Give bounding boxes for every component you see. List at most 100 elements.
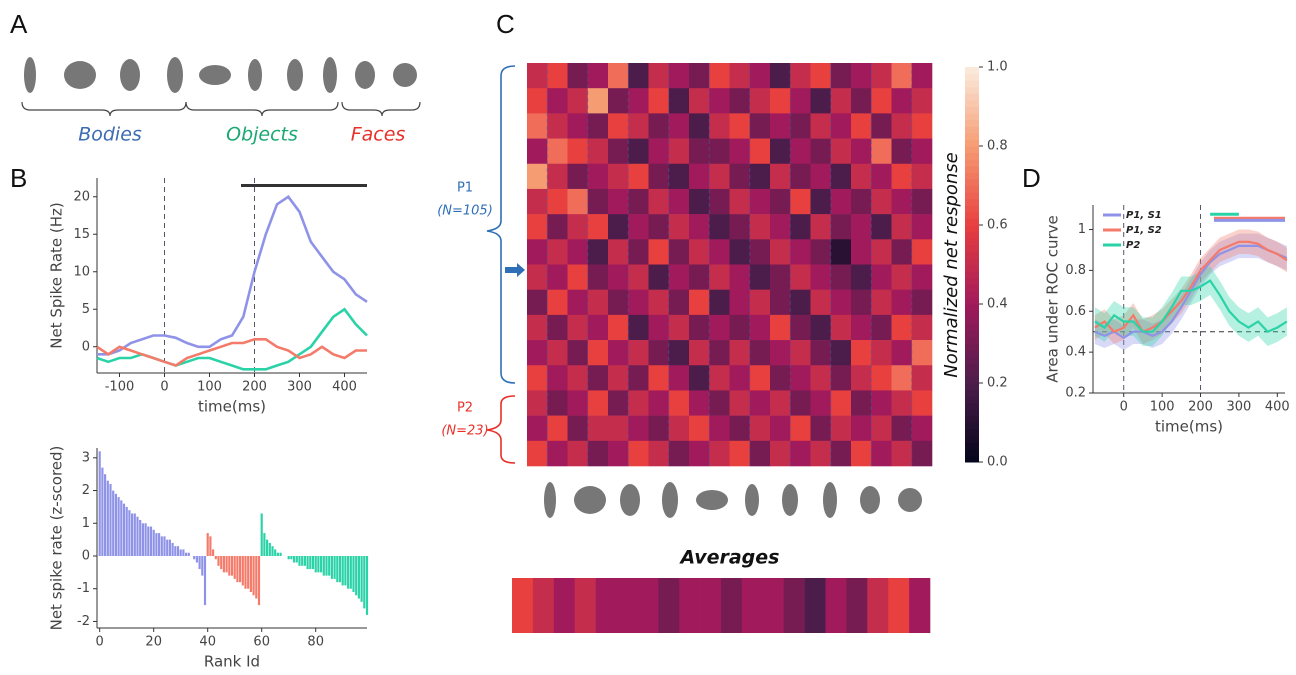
heat-cell [892,214,913,239]
heat-cell [730,265,751,290]
heat-cell [770,63,791,88]
heat-cell [851,290,872,315]
heat-cell [770,164,791,189]
heat-cell [689,315,710,340]
heat-cell [588,239,609,264]
heat-cell [750,315,771,340]
bar [177,546,179,556]
bar [336,556,338,582]
heat-cell [871,139,892,164]
heat-cell [628,365,649,390]
average-cell [617,578,638,633]
bar [153,530,155,556]
heat-cell [689,239,710,264]
icon [823,482,837,518]
heat-cell [790,416,811,441]
heat-cell [811,441,832,466]
x-tick-label: 0 [160,380,168,395]
heat-cell [770,365,791,390]
heat-cell [628,315,649,340]
heat-cell [547,113,568,138]
heat-cell [790,340,811,365]
heat-cell [568,189,589,214]
bar [350,556,352,589]
bar [101,468,103,556]
heat-cell [588,88,609,113]
bar [236,556,238,582]
heat-cell [790,63,811,88]
heat-cell [750,265,771,290]
heat-cell [527,113,548,138]
y-tick-label: 3 [82,450,90,465]
heat-cell [790,189,811,214]
heat-cell [709,340,730,365]
population-braces [487,66,515,463]
colorbar-step [965,284,979,291]
heat-cell [750,189,771,214]
bar [347,556,349,589]
bar [226,556,228,572]
colorbar-step [965,245,979,252]
heat-cell [628,189,649,214]
colorbar-step [965,113,979,120]
heat-cell [770,113,791,138]
heat-cell [912,239,933,264]
heat-cell [608,416,629,441]
heat-cell [851,365,872,390]
heat-cell [608,88,629,113]
group-label: Bodies [78,124,142,146]
colorbar-tick-label: 0.6 [987,218,1008,233]
average-cell [846,578,867,633]
heat-cell [709,290,730,315]
bar [255,556,257,599]
heat-cell [568,441,589,466]
bar [188,553,190,556]
heat-cell [730,290,751,315]
heat-cell [588,214,609,239]
heat-cell [649,416,670,441]
heat-cell [790,214,811,239]
heat-cell [709,265,730,290]
legend-label: P2 [1126,240,1140,251]
heat-cell [831,290,852,315]
heat-cell [689,113,710,138]
heat-cell [649,113,670,138]
bar [301,556,303,566]
panel-letter: B [10,163,27,193]
heat-cell [871,290,892,315]
heat-cell [547,416,568,441]
heat-cell [689,390,710,415]
heat-cell [871,164,892,189]
bar [182,549,184,556]
bar [199,556,201,569]
y-tick-label: 1 [1078,222,1086,237]
bar [134,513,136,556]
heat-cell [790,390,811,415]
bar [223,556,225,572]
heat-cell [912,315,933,340]
heat-cell [709,189,730,214]
heat-cell [709,214,730,239]
heat-cell [871,63,892,88]
heat-cell [811,139,832,164]
heat-cell [588,340,609,365]
heat-cell [831,189,852,214]
heat-cell [547,239,568,264]
bar [193,556,195,559]
stimulus-icons [24,57,417,93]
heat-cell [588,63,609,88]
heat-cell [912,139,933,164]
colorbar-step [965,179,979,186]
colorbar-tick-label: 0.2 [987,376,1008,391]
x-tick-label: 60 [253,635,270,650]
heat-cell [770,214,791,239]
colorbar-step [965,370,979,377]
heat-cell [649,441,670,466]
colorbar-step [965,238,979,245]
heat-cell [527,290,548,315]
bar [161,536,163,556]
bar [317,556,319,572]
heat-cell [851,441,872,466]
heat-cell [628,164,649,189]
heat-cell [811,113,832,138]
